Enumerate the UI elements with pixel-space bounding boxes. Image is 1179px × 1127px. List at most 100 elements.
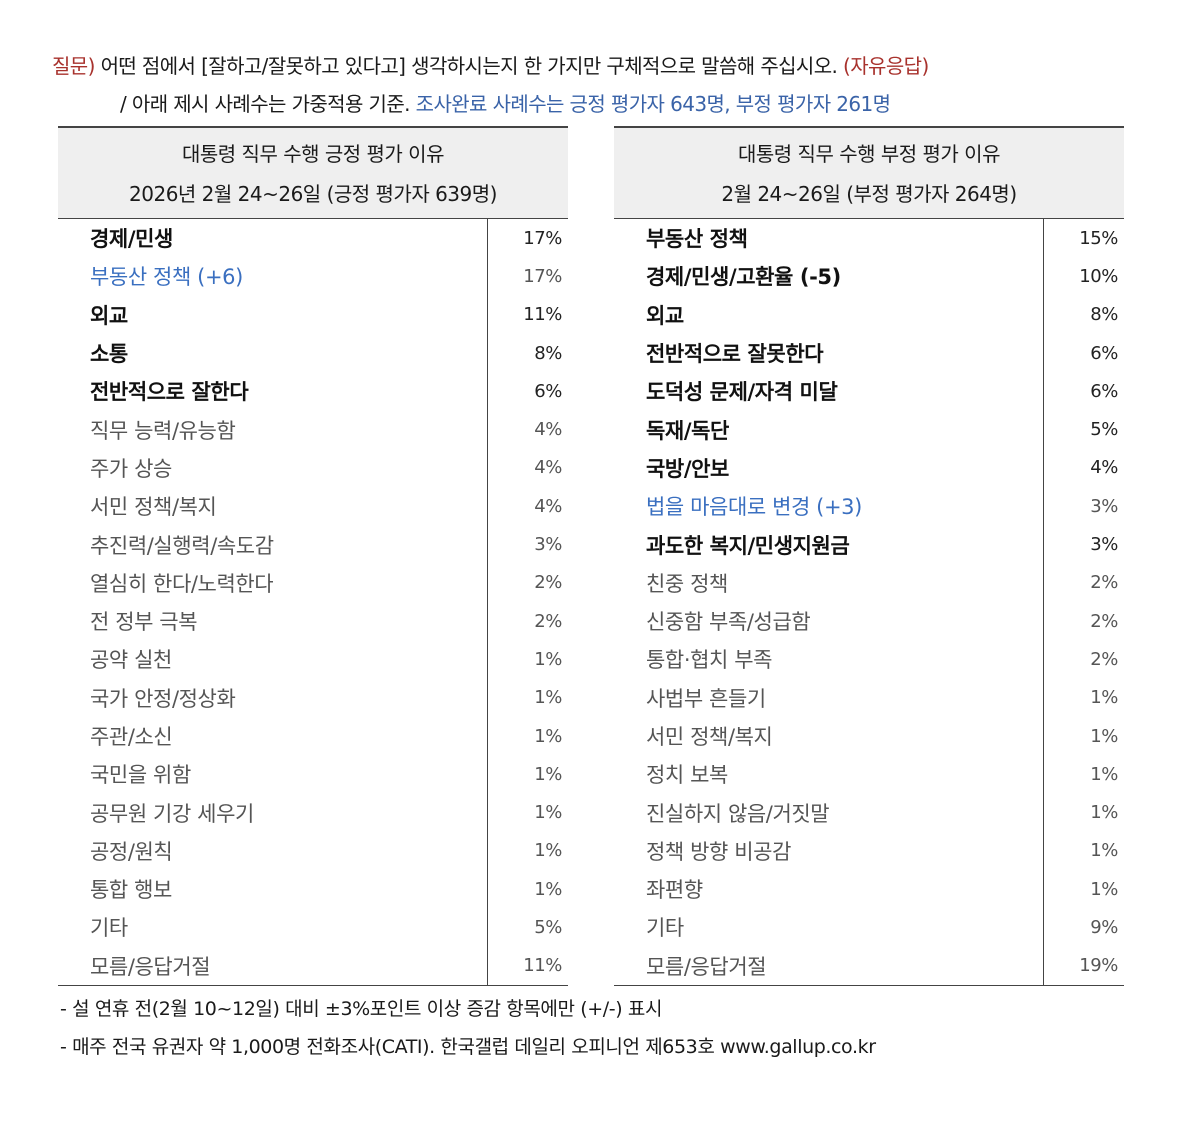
negative-reason-percent: 8% (1043, 295, 1124, 334)
negative-row: 신중함 부족/성급함 2% (614, 601, 1124, 641)
positive-reason-percent: 4% (487, 410, 568, 449)
positive-row: 직무 능력/유능함 4% (58, 410, 568, 449)
negative-reasons-table: 대통령 직무 수행 부정 평가 이유 2월 24~26일 (부정 평가자 264… (614, 126, 1124, 986)
footnote-change-marker: - 설 연휴 전(2월 10~12일) 대비 ±3%포인트 이상 증감 항목에만… (60, 998, 663, 1020)
negative-reason-label: 통합·협치 부족 (646, 648, 773, 673)
negative-reason-percent: 1% (1043, 716, 1124, 756)
negative-reason-percent: 10% (1043, 257, 1124, 296)
negative-reason-label: 과도한 복지/민생지원금 (646, 533, 850, 558)
negative-reason-percent: 4% (1043, 448, 1124, 488)
negative-reason-percent: 1% (1043, 870, 1124, 909)
positive-reason-percent: 1% (487, 678, 568, 717)
negative-row: 사법부 흔들기 1% (614, 678, 1124, 717)
positive-title: 대통령 직무 수행 긍정 평가 이유 (182, 142, 445, 166)
negative-reason-percent: 3% (1043, 525, 1124, 564)
negative-header: 대통령 직무 수행 부정 평가 이유 2월 24~26일 (부정 평가자 264… (614, 126, 1124, 219)
positive-reason-percent: 17% (487, 218, 568, 258)
positive-reason-label: 전반적으로 잘한다 (90, 380, 249, 405)
positive-reason-label: 열심히 한다/노력한다 (90, 571, 274, 596)
positive-reason-percent: 2% (487, 563, 568, 602)
positive-row: 공무원 기강 세우기 1% (58, 793, 568, 832)
positive-reason-percent: 1% (487, 716, 568, 756)
negative-reason-label: 신중함 부족/성급함 (646, 610, 811, 635)
question-suffix: (자유응답) (843, 54, 929, 78)
negative-reason-percent: 6% (1043, 372, 1124, 411)
negative-reason-label: 외교 (646, 303, 684, 328)
positive-reason-percent: 11% (487, 946, 568, 986)
negative-reason-label: 서민 정책/복지 (646, 725, 773, 749)
positive-row: 전반적으로 잘한다 6% (58, 372, 568, 411)
positive-reason-percent: 1% (487, 793, 568, 832)
negative-row: 전반적으로 잘못한다 6% (614, 333, 1124, 373)
positive-reason-percent: 5% (487, 908, 568, 947)
sample-note-plain: / 아래 제시 사례수는 가중적용 기준. (120, 92, 416, 116)
negative-row: 도덕성 문제/자격 미달 6% (614, 372, 1124, 411)
negative-title: 대통령 직무 수행 부정 평가 이유 (738, 142, 1001, 166)
positive-row: 추진력/실행력/속도감 3% (58, 525, 568, 564)
positive-row: 경제/민생 17% (58, 218, 568, 258)
negative-reason-percent: 6% (1043, 333, 1124, 373)
negative-reason-label: 모름/응답거절 (614, 946, 1044, 986)
positive-reason-percent: 1% (487, 755, 568, 794)
negative-reason-label: 사법부 흔들기 (646, 686, 766, 711)
positive-row: 통합 행보 1% (58, 870, 568, 909)
negative-row: 부동산 정책 15% (614, 218, 1124, 258)
negative-reason-label: 정책 방향 비공감 (646, 839, 791, 864)
positive-reason-label: 주관/소신 (90, 725, 173, 749)
positive-reason-percent: 1% (487, 640, 568, 679)
positive-reason-label: 직무 능력/유능함 (90, 418, 236, 443)
positive-row: 공약 실천 1% (58, 640, 568, 679)
negative-row: 과도한 복지/민생지원금 3% (614, 525, 1124, 564)
question-prefix: 질문) (52, 54, 95, 78)
negative-reason-percent: 15% (1043, 218, 1124, 258)
negative-row: 정책 방향 비공감 1% (614, 831, 1124, 871)
question-text: 어떤 점에서 [잘하고/잘못하고 있다고] 생각하시는지 한 가지만 구체적으로… (94, 54, 844, 78)
negative-row: 좌편향 1% (614, 870, 1124, 909)
negative-reason-label: 전반적으로 잘못한다 (646, 342, 824, 367)
positive-reason-label: 부동산 정책 (+6) (90, 265, 243, 290)
negative-row: 국방/안보 4% (614, 448, 1124, 488)
positive-reason-percent: 11% (487, 295, 568, 334)
positive-row: 국민을 위함 1% (58, 755, 568, 794)
negative-row: 친중 정책 2% (614, 563, 1124, 602)
positive-row: 부동산 정책 (+6) 17% (58, 257, 568, 296)
negative-reason-label: 경제/민생/고환율 (-5) (646, 265, 841, 290)
negative-row: 서민 정책/복지 1% (614, 716, 1124, 756)
positive-reason-label: 주가 상승 (90, 456, 172, 481)
negative-reason-label: 정치 보복 (646, 763, 728, 788)
negative-reason-percent: 2% (1043, 640, 1124, 679)
positive-reason-percent: 6% (487, 372, 568, 411)
negative-reason-label: 좌편향 (646, 878, 703, 903)
negative-reason-percent: 19% (1043, 946, 1124, 986)
positive-reason-percent: 4% (487, 448, 568, 488)
positive-reason-label: 기타 (90, 916, 128, 941)
positive-reason-label: 전 정부 극복 (90, 610, 198, 635)
negative-row: 기타 9% (614, 908, 1124, 947)
positive-row: 주가 상승 4% (58, 448, 568, 488)
positive-subtitle: 2026년 2월 24~26일 (긍정 평가자 639명) (129, 182, 497, 206)
positive-reason-label: 국민을 위함 (90, 763, 191, 788)
positive-reason-percent: 4% (487, 487, 568, 526)
positive-reason-label: 공무원 기강 세우기 (90, 801, 254, 826)
positive-row: 모름/응답거절 11% (58, 946, 568, 986)
negative-reason-percent: 1% (1043, 831, 1124, 871)
negative-reason-percent: 2% (1043, 563, 1124, 602)
negative-reason-percent: 5% (1043, 410, 1124, 449)
positive-row: 공정/원칙 1% (58, 831, 568, 871)
negative-reason-label: 기타 (646, 916, 684, 941)
negative-reason-label: 법을 마음대로 변경 (+3) (646, 495, 862, 520)
negative-reason-percent: 2% (1043, 601, 1124, 641)
positive-row: 국가 안정/정상화 1% (58, 678, 568, 717)
negative-subtitle: 2월 24~26일 (부정 평가자 264명) (721, 182, 1017, 206)
positive-header: 대통령 직무 수행 긍정 평가 이유 2026년 2월 24~26일 (긍정 평… (58, 126, 568, 219)
footnote-source: - 매주 전국 유권자 약 1,000명 전화조사(CATI). 한국갤럽 데일… (60, 1036, 876, 1058)
positive-reason-percent: 17% (487, 257, 568, 296)
negative-reason-label: 진실하지 않음/거짓말 (646, 801, 830, 826)
positive-row: 외교 11% (58, 295, 568, 334)
negative-row: 법을 마음대로 변경 (+3) 3% (614, 487, 1124, 526)
negative-row: 통합·협치 부족 2% (614, 640, 1124, 679)
negative-reason-percent: 9% (1043, 908, 1124, 947)
positive-row: 소통 8% (58, 333, 568, 373)
positive-header-row: 대통령 직무 수행 긍정 평가 이유 2026년 2월 24~26일 (긍정 평… (58, 126, 568, 219)
negative-reason-label: 부동산 정책 (646, 227, 748, 252)
